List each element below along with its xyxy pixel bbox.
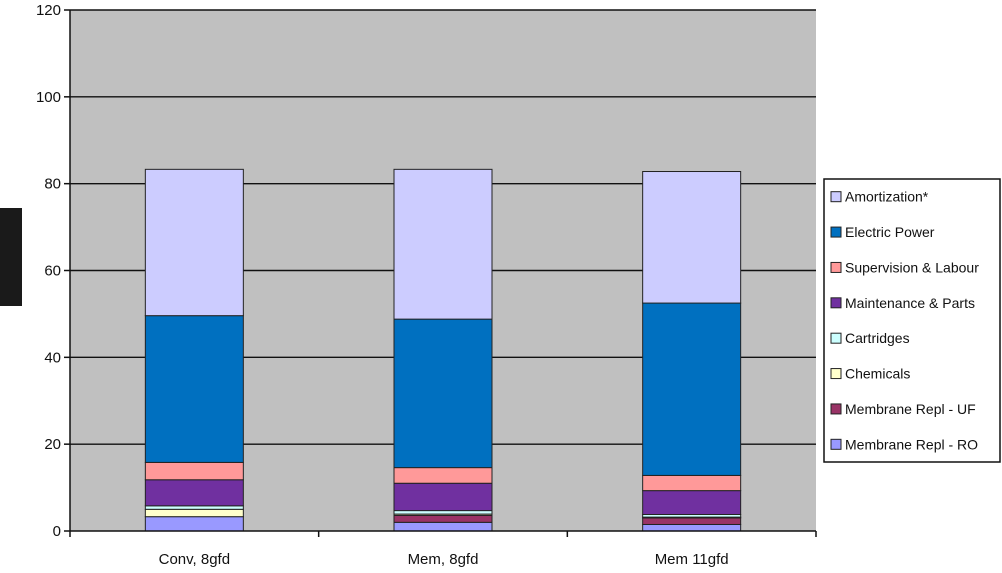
bar-segment — [642, 171, 742, 304]
bar-segment — [393, 318, 493, 469]
side-marker — [0, 208, 22, 306]
legend-item: Chemicals — [830, 366, 910, 382]
legend-swatch — [830, 403, 842, 415]
bar-segment — [144, 168, 244, 317]
bar-segment — [393, 467, 493, 484]
legend-label: Cartridges — [845, 330, 910, 346]
bar-segment — [642, 302, 742, 476]
legend-box — [823, 178, 1001, 463]
bar-segment — [642, 523, 742, 532]
legend-label: Maintenance & Parts — [845, 295, 975, 311]
y-tick-label: 60 — [44, 263, 61, 280]
bar-stack — [144, 168, 244, 532]
legend-label: Amortization* — [845, 189, 929, 205]
y-tick-label: 100 — [36, 89, 61, 106]
legend: Amortization* Electric Power Supervision &… — [823, 178, 1001, 463]
bar-segment — [393, 514, 493, 523]
x-tick-label: Mem 11gfd — [655, 551, 729, 568]
bar-segment — [393, 510, 493, 515]
legend-label: Supervision & Labour — [845, 259, 979, 275]
bar-segment — [393, 168, 493, 320]
y-tick-label: 20 — [44, 436, 61, 453]
x-tick-label: Mem, 8gfd — [408, 551, 479, 568]
legend-item: Cartridges — [830, 330, 910, 346]
bar-segment — [144, 479, 244, 507]
bar-segment — [642, 474, 742, 492]
legend-label: Chemicals — [845, 366, 910, 382]
y-tick-label: 0 — [53, 523, 61, 540]
legend-item: Supervision & Labour — [830, 259, 979, 275]
legend-label: Electric Power — [845, 224, 935, 240]
bar-stack — [642, 171, 742, 532]
legend-label: Membrane Repl - UF — [845, 401, 976, 417]
legend-item: Membrane Repl - RO — [830, 436, 978, 452]
legend-item: Electric Power — [830, 224, 935, 240]
bar-segment — [144, 508, 244, 518]
legend-swatch — [830, 297, 842, 309]
bar-segment — [144, 505, 244, 510]
legend-swatch — [830, 368, 842, 380]
y-tick-label: 120 — [36, 2, 61, 19]
axes: 0 20 40 60 80 100 120 Conv, 8gfd Mem, 8gfd Mem 11… — [36, 2, 817, 568]
legend-swatch — [830, 438, 842, 450]
y-tick-label: 80 — [44, 176, 61, 193]
legend-item: Amortization* — [830, 189, 929, 205]
bar-segment — [144, 461, 244, 481]
y-tick-label: 40 — [44, 349, 61, 366]
legend-swatch — [830, 261, 842, 273]
legend-label: Membrane Repl - RO — [845, 436, 978, 452]
bar-segment — [393, 482, 493, 512]
legend-item: Maintenance & Parts — [830, 295, 975, 311]
legend-item: Membrane Repl - UF — [830, 401, 976, 417]
legend-swatch — [830, 332, 842, 344]
bar-segment — [144, 516, 244, 532]
bars — [144, 168, 742, 532]
bar-segment — [642, 517, 742, 525]
bar-segment — [393, 521, 493, 532]
x-tick-label: Conv, 8gfd — [159, 551, 230, 568]
legend-swatch — [830, 191, 842, 203]
bar-segment — [144, 315, 244, 463]
bar-stack — [393, 168, 493, 532]
bar-segment — [642, 490, 742, 516]
legend-swatch — [830, 226, 842, 238]
